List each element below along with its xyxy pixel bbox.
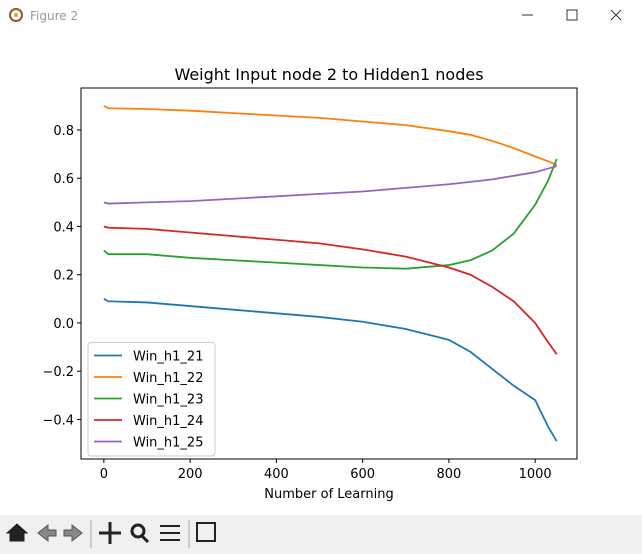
- y-tick-label: −0.4: [42, 413, 74, 428]
- legend-label: Win_h1_25: [133, 436, 203, 451]
- x-tick-label: 200: [178, 467, 203, 482]
- toolbar-icons: [5, 520, 216, 548]
- chart-title: Weight Input node 2 to Hidden1 nodes: [174, 65, 483, 84]
- maximize-button[interactable]: [566, 9, 578, 21]
- y-tick-label: 0.0: [53, 317, 74, 332]
- x-axis-label: Number of Learning: [264, 487, 393, 502]
- series-line: [103, 298, 558, 442]
- y-tick-label: 0.4: [53, 220, 74, 235]
- x-tick-label: 1000: [519, 467, 552, 482]
- x-tick-label: 800: [436, 467, 461, 482]
- configure-button[interactable]: [160, 525, 180, 541]
- series-line: [103, 225, 558, 355]
- save-button[interactable]: [196, 522, 216, 542]
- series-line: [103, 158, 558, 270]
- y-tick-label: −0.2: [42, 365, 74, 380]
- series-line: [103, 105, 558, 166]
- x-tick-label: 0: [100, 467, 108, 482]
- pan-button[interactable]: [99, 522, 121, 544]
- legend-box: [87, 342, 216, 457]
- x-tick-label: 600: [350, 467, 375, 482]
- zoom-button[interactable]: [130, 523, 150, 544]
- toolbar: [0, 515, 642, 554]
- close-button[interactable]: [610, 9, 622, 21]
- y-tick-label: 0.2: [53, 269, 74, 284]
- y-tick-label: 0.8: [53, 124, 74, 139]
- y-tick-label: 0.6: [53, 172, 74, 187]
- home-button[interactable]: [5, 523, 29, 542]
- legend-label: Win_h1_21: [133, 350, 203, 365]
- back-button[interactable]: [37, 523, 57, 543]
- x-tick-label: 400: [264, 467, 289, 482]
- legend-label: Win_h1_23: [133, 393, 203, 408]
- legend-label: Win_h1_24: [133, 414, 203, 429]
- legend-label: Win_h1_22: [133, 371, 203, 386]
- title-bar: [0, 0, 642, 30]
- forward-button[interactable]: [63, 523, 83, 543]
- app-icon: [9, 8, 23, 22]
- series-line: [103, 165, 557, 205]
- window-title: Figure 2: [30, 9, 78, 23]
